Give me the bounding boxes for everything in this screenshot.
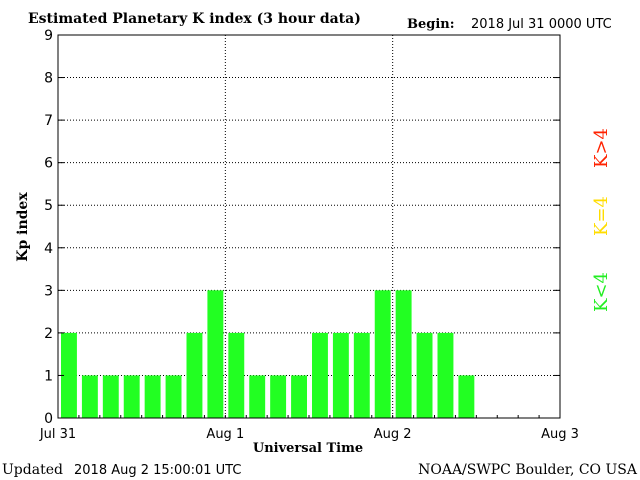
x-tick-label: Jul 31 xyxy=(39,427,76,442)
kp-bar xyxy=(81,375,98,418)
x-tick-label: Aug 1 xyxy=(206,427,244,442)
kp-bar xyxy=(416,332,433,418)
kp-bar xyxy=(437,332,454,418)
updated-value: 2018 Aug 2 15:00:01 UTC xyxy=(74,463,241,478)
y-tick-label: 8 xyxy=(44,71,53,87)
kp-bar xyxy=(207,290,224,418)
kp-bar xyxy=(395,290,412,418)
chart-title: Estimated Planetary K index (3 hour data… xyxy=(28,11,361,27)
kp-bar xyxy=(312,332,328,418)
kp-bar xyxy=(270,375,287,418)
legend-k-gt-4: K>4 xyxy=(591,128,612,168)
y-tick-label: 0 xyxy=(44,411,53,427)
kp-bar xyxy=(291,375,307,418)
updated-label: Updated xyxy=(2,462,63,478)
kp-bar xyxy=(353,332,370,418)
begin-label: Begin: xyxy=(407,17,455,32)
legend-k-eq-4: K=4 xyxy=(591,196,612,236)
kp-bar xyxy=(458,375,475,418)
kp-bar xyxy=(165,375,182,418)
kp-bar xyxy=(332,332,349,418)
x-tick-label: Aug 2 xyxy=(374,427,412,442)
begin-value: 2018 Jul 31 0000 UTC xyxy=(471,17,612,32)
y-tick-label: 9 xyxy=(44,28,53,44)
kp-bar xyxy=(61,332,77,418)
kp-bar xyxy=(249,375,266,418)
y-tick-label: 3 xyxy=(44,283,53,299)
y-axis-label: Kp index xyxy=(15,192,31,262)
x-tick-label: Aug 3 xyxy=(541,427,579,442)
x-axis-label: Universal Time xyxy=(253,441,363,456)
kp-bar xyxy=(228,332,245,418)
source-credit: NOAA/SWPC Boulder, CO USA xyxy=(418,462,638,478)
y-tick-label: 6 xyxy=(44,156,53,172)
kp-bar xyxy=(374,290,391,418)
kp-bar xyxy=(123,375,140,418)
plot-area: 0 1 2 3 4 5 6 7 8 9 Jul 31 Aug 1 Aug 2 Aug 3 xyxy=(39,28,579,442)
y-tick-label: 7 xyxy=(44,113,53,129)
plot-frame xyxy=(57,34,561,419)
kp-bar xyxy=(186,332,203,418)
y-tick-label: 5 xyxy=(44,198,53,214)
kp-bar xyxy=(102,375,119,418)
y-tick-label: 1 xyxy=(44,368,53,384)
y-tick-label: 2 xyxy=(44,326,53,342)
legend-k-lt-4: K<4 xyxy=(591,272,612,312)
kp-bar xyxy=(144,375,161,418)
y-tick-label: 4 xyxy=(44,241,53,257)
